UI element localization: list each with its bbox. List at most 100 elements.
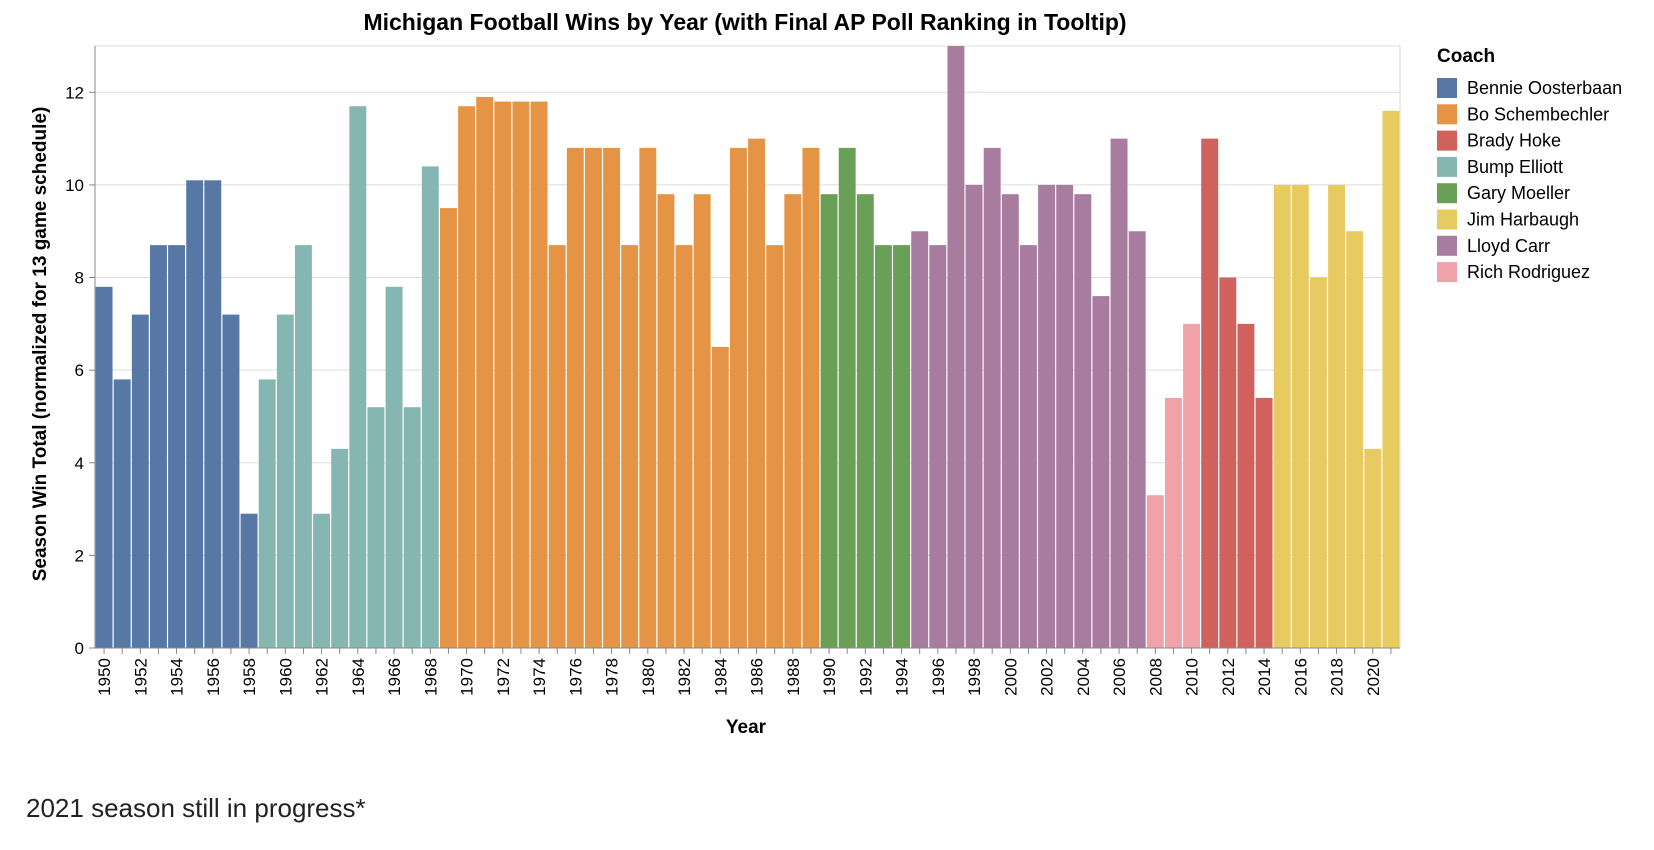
chart-title: Michigan Football Wins by Year (with Fin… bbox=[363, 9, 1126, 35]
bar-1951 bbox=[113, 379, 131, 648]
bar-1988 bbox=[784, 194, 802, 648]
legend-label: Rich Rodriguez bbox=[1467, 262, 1590, 282]
x-tick-label: 1968 bbox=[421, 658, 440, 696]
bar-2021 bbox=[1382, 110, 1400, 649]
bar-1954 bbox=[168, 245, 186, 648]
x-tick-label: 2008 bbox=[1146, 658, 1165, 696]
x-tick-label: 1974 bbox=[530, 658, 549, 696]
bar-2019 bbox=[1346, 231, 1364, 648]
legend-swatch bbox=[1437, 209, 1457, 230]
x-tick-label: 2004 bbox=[1074, 658, 1093, 696]
legend-swatch bbox=[1437, 78, 1457, 98]
y-tick-label: 10 bbox=[65, 176, 84, 195]
x-tick-label: 1958 bbox=[240, 658, 259, 696]
bar-1968 bbox=[421, 166, 439, 648]
bar-1999 bbox=[983, 147, 1001, 648]
bar-1964 bbox=[349, 106, 367, 648]
legend-label: Bo Schembechler bbox=[1467, 104, 1609, 124]
bar-1976 bbox=[566, 147, 584, 648]
x-tick-label: 1950 bbox=[95, 658, 114, 696]
x-tick-label: 1996 bbox=[929, 658, 948, 696]
x-tick-label: 2000 bbox=[1001, 658, 1020, 696]
legend-label: Brady Hoke bbox=[1467, 131, 1561, 151]
bar-2006 bbox=[1110, 138, 1128, 648]
bar-2017 bbox=[1309, 277, 1327, 648]
legend-label: Bennie Oosterbaan bbox=[1467, 78, 1622, 98]
bar-1972 bbox=[494, 101, 512, 649]
bar-1996 bbox=[929, 245, 947, 648]
bar-1981 bbox=[657, 194, 675, 648]
legend-swatch bbox=[1437, 262, 1457, 283]
x-tick-label: 2006 bbox=[1110, 658, 1129, 696]
bar-1966 bbox=[385, 286, 403, 648]
bar-2020 bbox=[1364, 448, 1382, 648]
bar-1990 bbox=[820, 194, 838, 648]
bar-1980 bbox=[639, 147, 657, 648]
bar-2005 bbox=[1092, 296, 1110, 648]
x-tick-label: 1960 bbox=[276, 658, 295, 696]
x-tick-label: 1998 bbox=[965, 658, 984, 696]
x-tick-label: 1994 bbox=[893, 658, 912, 696]
x-tick-label: 1982 bbox=[675, 658, 694, 696]
legend-swatch bbox=[1437, 104, 1457, 125]
x-tick-label: 2010 bbox=[1183, 658, 1202, 696]
bar-1979 bbox=[621, 245, 639, 648]
chart: Michigan Football Wins by Year (with Fin… bbox=[30, 9, 1622, 738]
x-tick-label: 1962 bbox=[313, 658, 332, 696]
bar-1960 bbox=[276, 314, 294, 648]
bar-1956 bbox=[204, 180, 222, 649]
x-tick-label: 1978 bbox=[603, 658, 622, 696]
x-tick-label: 1988 bbox=[784, 658, 803, 696]
legend-title: Coach bbox=[1437, 46, 1495, 67]
bar-2014 bbox=[1255, 397, 1273, 648]
bar-2004 bbox=[1074, 194, 1092, 648]
x-tick-label: 1972 bbox=[494, 658, 513, 696]
x-tick-label: 1970 bbox=[458, 658, 477, 696]
x-tick-label: 1956 bbox=[204, 658, 223, 696]
bar-2007 bbox=[1128, 231, 1146, 648]
bar-1967 bbox=[403, 407, 421, 648]
x-tick-label: 1952 bbox=[131, 658, 150, 696]
x-tick-label: 1984 bbox=[711, 658, 730, 696]
y-tick-label: 4 bbox=[75, 454, 84, 473]
bar-1975 bbox=[548, 245, 566, 648]
bar-2010 bbox=[1183, 323, 1201, 648]
legend-label: Lloyd Carr bbox=[1467, 236, 1550, 256]
bar-2013 bbox=[1237, 323, 1255, 648]
bar-2003 bbox=[1056, 184, 1074, 648]
x-tick-label: 2016 bbox=[1291, 658, 1310, 696]
y-tick-label: 2 bbox=[75, 546, 84, 565]
x-tick-label: 1980 bbox=[639, 658, 658, 696]
bar-1998 bbox=[965, 184, 983, 648]
bar-1984 bbox=[711, 347, 729, 648]
bar-1971 bbox=[476, 96, 494, 648]
bar-2009 bbox=[1164, 397, 1182, 648]
legend-label: Gary Moeller bbox=[1467, 183, 1570, 203]
bar-2018 bbox=[1328, 184, 1346, 648]
x-axis-label: Year bbox=[726, 717, 767, 738]
y-tick-label: 8 bbox=[75, 269, 84, 288]
bar-1955 bbox=[186, 180, 204, 649]
legend-swatch bbox=[1437, 183, 1457, 204]
bar-2000 bbox=[1001, 194, 1019, 648]
y-axis-label: Season Win Total (normalized for 13 game… bbox=[30, 107, 51, 582]
x-tick-label: 1966 bbox=[385, 658, 404, 696]
bar-1958 bbox=[240, 513, 258, 648]
bar-2015 bbox=[1273, 184, 1291, 648]
y-tick-label: 0 bbox=[75, 639, 84, 658]
axes: 0 2 4 6 8 10 12 1950 1952 1954 1956 1958 1960 1962 196… bbox=[65, 46, 1400, 696]
bar-1978 bbox=[603, 147, 621, 648]
legend-swatch bbox=[1437, 235, 1457, 256]
bar-2012 bbox=[1219, 277, 1237, 648]
y-tick-label: 12 bbox=[65, 83, 84, 102]
bar-1965 bbox=[367, 407, 385, 648]
legend: Coach Bennie Oosterbaan Bo Schembechler Br… bbox=[1437, 46, 1622, 283]
bar-1994 bbox=[893, 245, 911, 648]
bar-1992 bbox=[856, 194, 874, 648]
bar-1985 bbox=[729, 147, 747, 648]
bar-1997 bbox=[947, 46, 965, 648]
x-tick-label: 1992 bbox=[856, 658, 875, 696]
x-tick-label: 2020 bbox=[1364, 658, 1383, 696]
bar-1977 bbox=[584, 147, 602, 648]
bar-1961 bbox=[294, 245, 312, 648]
